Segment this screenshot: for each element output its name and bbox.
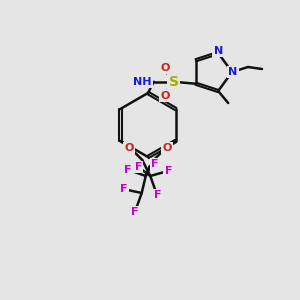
Text: F: F (124, 165, 131, 175)
Text: O: O (160, 91, 170, 101)
Text: O: O (160, 63, 170, 73)
Text: F: F (154, 190, 161, 200)
Text: F: F (134, 162, 142, 172)
Text: N: N (228, 67, 238, 77)
Text: O: O (162, 143, 171, 153)
Text: F: F (120, 184, 127, 194)
Text: NH: NH (133, 77, 152, 87)
Text: F: F (164, 166, 172, 176)
Text: N: N (214, 46, 223, 56)
Text: F: F (151, 159, 158, 169)
Text: S: S (169, 75, 179, 89)
Text: F: F (131, 207, 139, 217)
Text: O: O (124, 143, 134, 153)
